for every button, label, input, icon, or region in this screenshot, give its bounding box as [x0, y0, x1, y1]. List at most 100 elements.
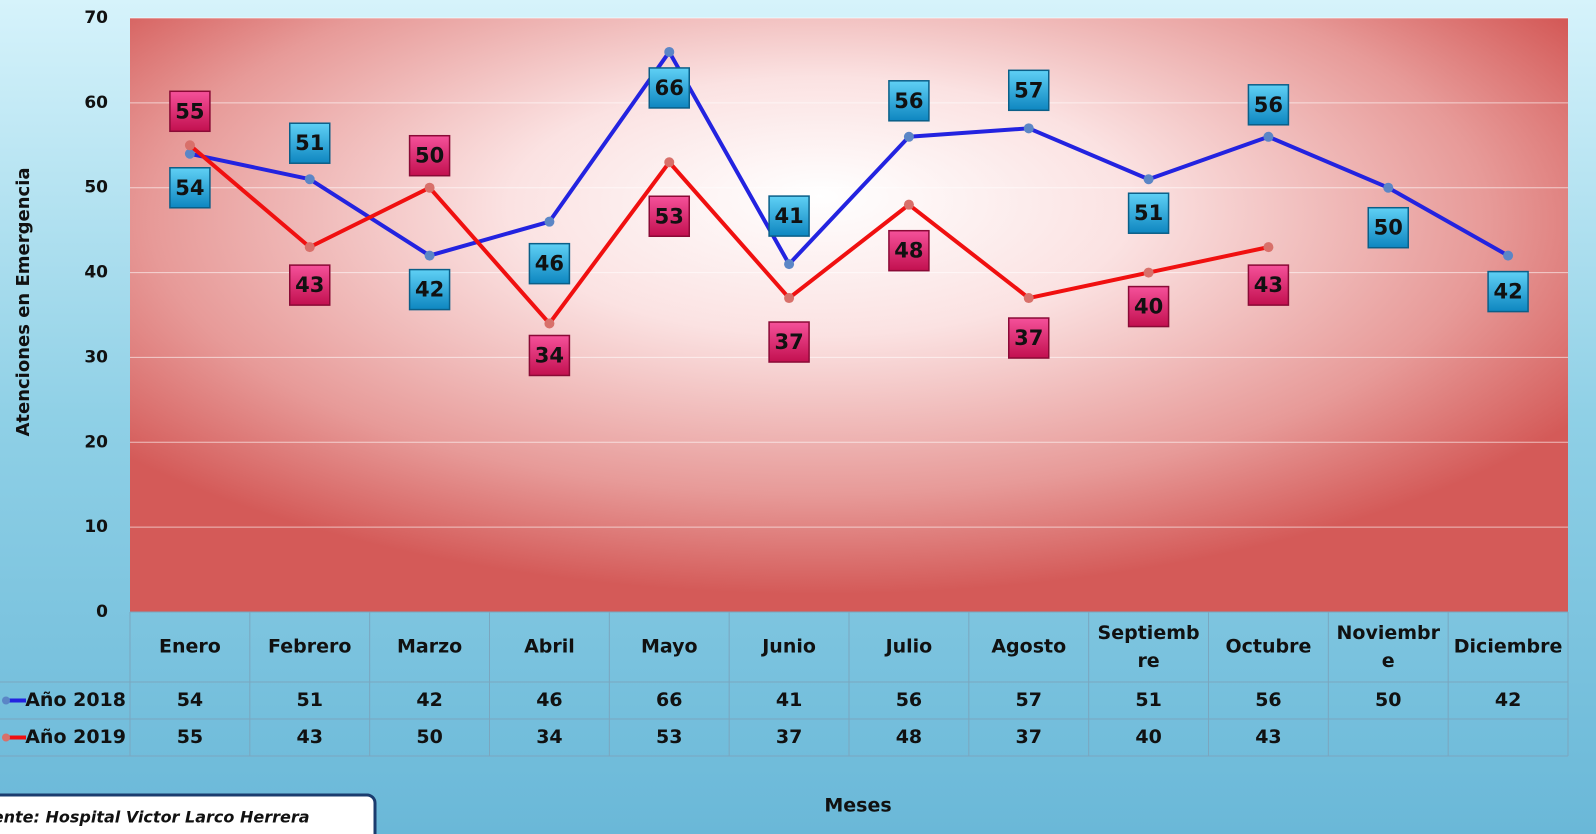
data-label-box	[768, 195, 810, 237]
series-line	[189, 49, 1510, 267]
table-value: 50	[1375, 689, 1401, 711]
point	[903, 131, 914, 142]
y-tick-label: 30	[84, 347, 108, 367]
legend-marker	[2, 696, 10, 705]
table-value: 43	[1255, 726, 1281, 748]
data-label-box	[289, 122, 331, 164]
data-label-box	[888, 229, 930, 272]
data-label: 66	[655, 76, 684, 100]
point	[664, 157, 675, 168]
table-value: 66	[656, 689, 682, 711]
data-label: 43	[295, 273, 324, 297]
point	[304, 242, 315, 253]
table-value: 56	[896, 689, 922, 711]
source-note: Fuente: Hospital Victor Larco Herrera	[0, 808, 310, 827]
data-label: 42	[415, 278, 444, 302]
y-tick-label: 70	[84, 8, 108, 28]
source-box	[0, 793, 377, 834]
table-value: 51	[1135, 689, 1161, 711]
x-tick-label: Junio	[760, 636, 816, 658]
point	[1503, 250, 1514, 261]
y-tick-label: 20	[84, 432, 108, 452]
y-tick-label: 60	[84, 93, 108, 113]
table-value: 54	[177, 689, 203, 711]
data-label-box	[1008, 317, 1050, 359]
point	[184, 140, 195, 151]
data-label-box	[648, 67, 690, 109]
data-label: 43	[1254, 273, 1283, 297]
table-value: 41	[776, 689, 802, 711]
data-label-box	[648, 195, 690, 238]
point	[544, 318, 555, 329]
table-value: 42	[416, 689, 442, 711]
data-label-box	[1127, 192, 1170, 234]
data-label-box	[169, 90, 211, 133]
data-label-box	[1127, 285, 1170, 328]
y-tick-label: 0	[96, 602, 108, 622]
table-value: 40	[1135, 726, 1161, 748]
data-label: 50	[415, 144, 444, 168]
point	[664, 46, 675, 57]
data-label-box	[888, 80, 930, 122]
y-tick-label: 40	[84, 263, 108, 283]
table-value: 37	[776, 726, 802, 748]
x-tick-label: Noviembr e	[1336, 622, 1440, 672]
point	[1023, 293, 1034, 304]
x-tick-label: Agosto	[991, 636, 1066, 658]
data-label-box	[1247, 264, 1290, 306]
data-label: 50	[1374, 216, 1403, 240]
x-tick-label: Mayo	[641, 636, 698, 658]
data-label: 51	[1134, 201, 1163, 225]
table-value: 42	[1495, 689, 1521, 711]
data-label: 46	[535, 252, 564, 276]
table-value: 37	[1016, 726, 1042, 748]
point	[184, 148, 195, 159]
data-label: 51	[295, 131, 324, 155]
point	[903, 199, 914, 210]
x-tick-label: Diciembre	[1454, 636, 1563, 658]
data-label: 54	[175, 176, 204, 200]
table-value: 50	[416, 726, 442, 748]
data-label: 56	[894, 89, 923, 113]
data-label-box	[528, 334, 571, 377]
legend-marker	[2, 733, 10, 742]
data-label: 53	[655, 204, 684, 228]
data-label: 40	[1134, 295, 1163, 319]
x-tick-label: Julio	[884, 636, 933, 658]
table-value: 34	[536, 726, 562, 748]
data-label-box	[528, 242, 571, 285]
y-tick-label: 10	[84, 517, 108, 537]
data-label: 55	[175, 99, 204, 123]
data-label: 56	[1254, 93, 1283, 117]
point	[544, 216, 555, 227]
point	[784, 293, 795, 304]
table-value: 55	[177, 726, 203, 748]
data-label-box	[1487, 270, 1529, 313]
point	[1023, 123, 1034, 134]
data-label-box	[408, 134, 451, 177]
data-label-box	[768, 321, 810, 363]
legend-label: Año 2018	[25, 689, 126, 711]
point	[1263, 131, 1274, 142]
x-tick-label: Septiemb re	[1098, 622, 1200, 672]
x-tick-label: Febrero	[268, 636, 351, 658]
data-label-box	[289, 264, 331, 306]
table-value: 56	[1255, 689, 1281, 711]
data-label-box	[1247, 84, 1290, 126]
data-label-box	[169, 167, 211, 209]
legend-label: Año 2019	[25, 726, 126, 748]
point	[1143, 174, 1154, 185]
x-tick-label: Octubre	[1225, 636, 1311, 658]
point	[424, 250, 435, 261]
table-value: 43	[297, 726, 323, 748]
data-label: 34	[535, 343, 564, 367]
point	[304, 174, 315, 185]
y-tick-label: 50	[84, 178, 108, 198]
table-value: 57	[1016, 689, 1042, 711]
data-label-box	[1008, 69, 1050, 112]
x-axis-title: Meses	[824, 795, 891, 817]
table-value: 46	[536, 689, 562, 711]
table-value: 48	[896, 726, 922, 748]
data-label: 42	[1493, 280, 1522, 304]
point	[1143, 267, 1154, 278]
